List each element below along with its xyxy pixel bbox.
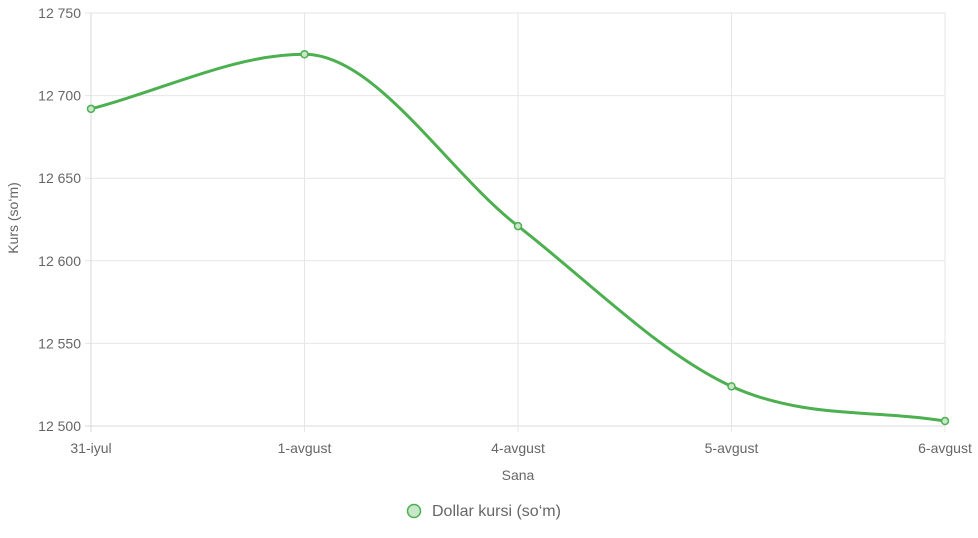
y-tick-label: 12 600 [38, 253, 81, 269]
data-point[interactable] [300, 50, 309, 59]
y-tick-label: 12 700 [38, 88, 81, 104]
legend-label[interactable]: Dollar kursi (so‘m) [432, 503, 561, 520]
data-point[interactable] [513, 221, 523, 231]
legend[interactable]: Dollar kursi (so‘m) [406, 503, 561, 520]
y-axis-title: Kurs (so‘m) [5, 182, 21, 254]
data-point[interactable] [940, 416, 950, 426]
y-tick-label: 12 550 [38, 335, 81, 351]
x-tick-label: 6-avgust [918, 440, 972, 456]
y-tick-label: 12 750 [38, 5, 81, 21]
x-tick-label: 31-iyul [70, 440, 111, 456]
y-tick-label: 12 500 [38, 418, 81, 434]
y-axis-ticks: 12 500 12 550 12 600 12 650 12 700 12 750 [38, 5, 81, 434]
data-point[interactable] [86, 104, 96, 114]
x-axis-ticks: 31-iyul 1-avgust 4-avgust 5-avgust 6-avgust [70, 440, 972, 456]
data-point[interactable] [727, 382, 736, 391]
x-tick-label: 1-avgust [278, 440, 332, 456]
x-tick-label: 4-avgust [491, 440, 545, 456]
y-tick-label: 12 650 [38, 170, 81, 186]
legend-marker[interactable] [406, 503, 422, 519]
series-layer [86, 50, 950, 426]
x-tick-label: 5-avgust [705, 440, 759, 456]
x-axis-title: Sana [502, 467, 535, 483]
grid-lines [85, 12, 946, 432]
